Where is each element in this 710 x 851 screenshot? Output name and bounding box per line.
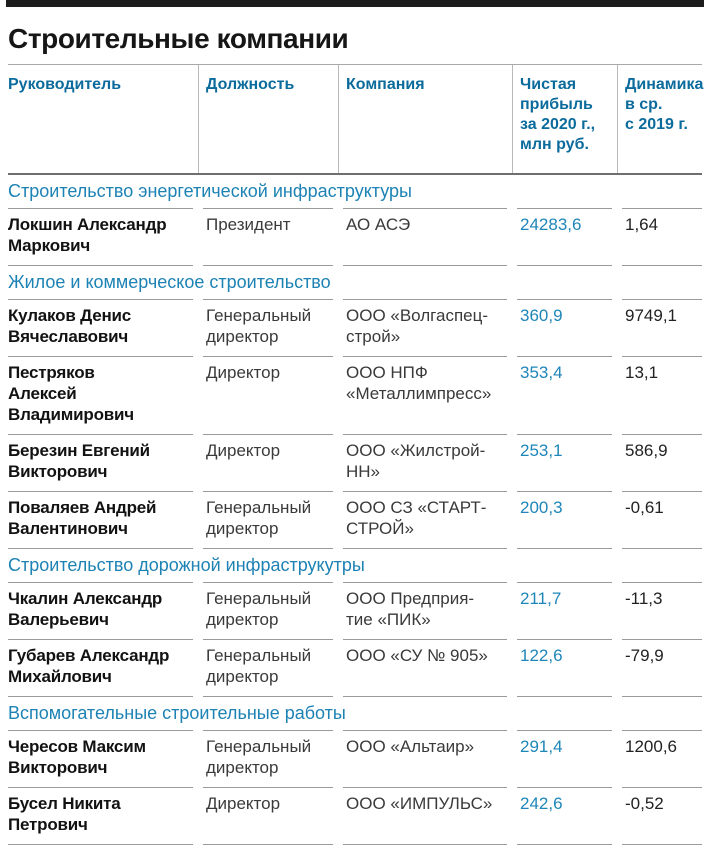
table-row: Пестряков Алексей Владимирович Директор … bbox=[8, 357, 702, 434]
row-separator bbox=[8, 548, 702, 549]
manager-name: Локшин Александр Маркович bbox=[8, 215, 167, 255]
manager-name: Березин Евгений Викторович bbox=[8, 441, 150, 481]
manager-position: Генеральный директор bbox=[206, 646, 312, 686]
row-separator bbox=[8, 787, 702, 788]
dynamics-value: -0,52 bbox=[625, 794, 664, 813]
column-header-manager: Руководитель bbox=[8, 76, 122, 93]
manager-name: Губарев Александр Михайлович bbox=[8, 646, 170, 686]
table-row: Кулаков Денис Вячеславович Генеральный д… bbox=[8, 300, 702, 356]
dynamics-value: -79,9 bbox=[625, 646, 664, 665]
dynamics-value: -0,61 bbox=[625, 498, 664, 517]
company-name: ООО «Жилстрой- НН» bbox=[346, 441, 486, 481]
manager-name: Кулаков Денис Вячеславович bbox=[8, 306, 132, 346]
column-header-profit: Чистая прибыль за 2020 г., млн руб. bbox=[520, 76, 596, 153]
company-name: ООО Предприя- тие «ПИК» bbox=[346, 589, 475, 629]
manager-position: Директор bbox=[206, 441, 281, 460]
company-name: ООО «Альтаир» bbox=[346, 737, 475, 756]
table-row: Губарев Александр Михайлович Генеральный… bbox=[8, 640, 702, 696]
manager-position: Президент bbox=[206, 215, 291, 234]
net-profit-value: 242,6 bbox=[520, 794, 563, 813]
manager-position: Генеральный директор bbox=[206, 306, 312, 346]
top-accent-bar bbox=[6, 0, 704, 7]
rule-above-header bbox=[8, 64, 702, 65]
manager-name: Чересов Максим Викторович bbox=[8, 737, 146, 777]
header-divider bbox=[617, 65, 618, 173]
row-separator bbox=[8, 844, 702, 845]
net-profit-value: 353,4 bbox=[520, 363, 563, 382]
section-title-residential: Жилое и коммерческое строительство bbox=[8, 272, 331, 292]
manager-position: Генеральный директор bbox=[206, 589, 312, 629]
column-header-company: Компания bbox=[346, 76, 425, 93]
column-header-dynamics: Динамика в ср. с 2019 г. bbox=[625, 76, 704, 133]
table-row: Бусел Никита Петрович Директор ООО «ИМПУ… bbox=[8, 788, 702, 844]
dynamics-value: 1200,6 bbox=[625, 737, 677, 756]
row-separator bbox=[8, 299, 702, 300]
net-profit-value: 360,9 bbox=[520, 306, 563, 325]
manager-position: Генеральный директор bbox=[206, 498, 312, 538]
manager-name: Чкалин Александр Валерьевич bbox=[8, 589, 163, 629]
manager-name: Пестряков Алексей Владимирович bbox=[8, 363, 134, 424]
dynamics-value: 1,64 bbox=[625, 215, 659, 234]
row-separator bbox=[8, 356, 702, 357]
table-header-row: Руководитель Должность Компания Чистая п… bbox=[8, 65, 704, 173]
row-separator bbox=[8, 582, 702, 583]
net-profit-value: 24283,6 bbox=[520, 215, 582, 234]
table-row: Березин Евгений Викторович Директор ООО … bbox=[8, 435, 702, 491]
company-name: ООО НПФ «Металлимпресс» bbox=[346, 363, 492, 403]
section-title-energy: Строительство энергетической инфраструкт… bbox=[8, 181, 412, 201]
dynamics-value: 9749,1 bbox=[625, 306, 677, 325]
row-separator bbox=[8, 639, 702, 640]
company-name: ООО «ИМПУЛЬС» bbox=[346, 794, 493, 813]
row-separator bbox=[8, 730, 702, 731]
page-title: Строительные компании bbox=[8, 23, 349, 54]
manager-position: Директор bbox=[206, 794, 281, 813]
section-title-auxiliary: Вспомогательные строительные работы bbox=[8, 703, 346, 723]
row-separator bbox=[8, 265, 702, 266]
row-separator bbox=[8, 208, 702, 209]
section-title-road: Строительство дорожной инфраструкутры bbox=[8, 555, 365, 575]
dynamics-value: 586,9 bbox=[625, 441, 668, 460]
company-name: АО АСЭ bbox=[346, 215, 411, 234]
manager-name: Поваляев Андрей Валентинович bbox=[8, 498, 157, 538]
net-profit-value: 211,7 bbox=[520, 589, 562, 608]
table-row: Локшин Александр Маркович Президент АО А… bbox=[8, 209, 702, 265]
net-profit-value: 200,3 bbox=[520, 498, 563, 517]
companies-table: Руководитель Должность Компания Чистая п… bbox=[8, 64, 704, 845]
table-row: Поваляев Андрей Валентинович Генеральный… bbox=[8, 492, 702, 548]
header-divider bbox=[338, 65, 339, 173]
net-profit-value: 253,1 bbox=[520, 441, 563, 460]
row-separator bbox=[8, 491, 702, 492]
rule-below-header bbox=[8, 173, 702, 175]
net-profit-value: 291,4 bbox=[520, 737, 563, 756]
company-name: ООО «Волгаспец- строй» bbox=[346, 306, 489, 346]
manager-position: Генеральный директор bbox=[206, 737, 312, 777]
header-divider bbox=[512, 65, 513, 173]
manager-name: Бусел Никита Петрович bbox=[8, 794, 121, 834]
table-row: Чересов Максим Викторович Генеральный ди… bbox=[8, 731, 702, 787]
row-separator bbox=[8, 696, 702, 697]
company-name: ООО «СУ № 905» bbox=[346, 646, 488, 665]
manager-position: Директор bbox=[206, 363, 281, 382]
company-name: ООО СЗ «СТАРТ- СТРОЙ» bbox=[346, 498, 487, 538]
column-header-position: Должность bbox=[206, 76, 295, 93]
row-separator bbox=[8, 434, 702, 435]
table-row: Чкалин Александр Валерьевич Генеральный … bbox=[8, 583, 702, 639]
header-divider bbox=[198, 65, 199, 173]
dynamics-value: 13,1 bbox=[625, 363, 659, 382]
net-profit-value: 122,6 bbox=[520, 646, 563, 665]
dynamics-value: -11,3 bbox=[625, 589, 663, 608]
